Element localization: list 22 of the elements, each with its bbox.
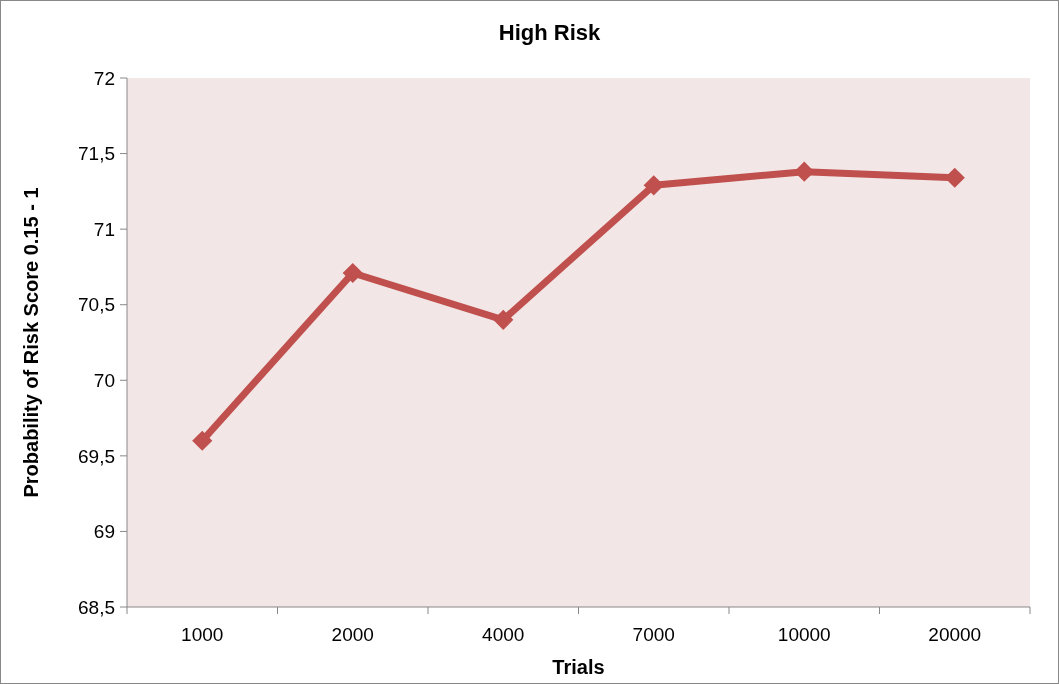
y-axis-title: Probability of Risk Score 0.15 - 1 <box>20 187 42 498</box>
point <box>493 309 514 330</box>
y-tick-label: 70 <box>93 369 115 391</box>
point <box>794 161 815 182</box>
y-tick-label: 68,5 <box>78 596 115 618</box>
x-tick-label: 1000 <box>181 624 224 645</box>
x-tick-label: 4000 <box>482 624 525 645</box>
chart-title: High Risk <box>498 20 601 45</box>
y-tick-label: 72 <box>93 67 115 89</box>
y-tick-label: 69,5 <box>78 445 115 467</box>
x-tick-label: 20000 <box>928 624 982 645</box>
y-tick-label: 70,5 <box>78 294 115 316</box>
x-tick-label: 10000 <box>777 624 831 645</box>
point <box>643 175 664 196</box>
point <box>192 430 213 451</box>
y-tick-label: 71 <box>93 218 115 240</box>
y-tick-label: 69 <box>93 521 115 543</box>
x-axis-title: Trials <box>552 656 605 678</box>
point <box>342 262 363 284</box>
y-tick-label: 71,5 <box>78 143 115 165</box>
x-tick-label: 7000 <box>632 624 675 645</box>
x-tick-label: 2000 <box>331 624 374 645</box>
